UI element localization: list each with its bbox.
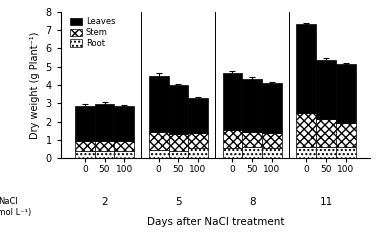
Bar xyxy=(168,151,188,158)
Bar xyxy=(296,113,316,147)
Bar xyxy=(94,104,114,141)
Text: 5: 5 xyxy=(175,197,182,207)
Bar xyxy=(188,133,208,148)
Bar xyxy=(262,83,282,133)
Bar xyxy=(75,151,94,158)
Bar xyxy=(262,148,282,158)
Bar xyxy=(336,147,355,158)
Bar xyxy=(336,64,355,123)
Text: NaCl
(mmol L⁻¹): NaCl (mmol L⁻¹) xyxy=(0,197,31,217)
Bar xyxy=(94,151,114,158)
Bar xyxy=(223,130,242,148)
Bar xyxy=(94,141,114,151)
Bar xyxy=(296,147,316,158)
Bar xyxy=(114,141,134,151)
Y-axis label: Dry weight (g Plant⁻¹): Dry weight (g Plant⁻¹) xyxy=(30,31,40,139)
Text: 11: 11 xyxy=(319,197,333,207)
Bar xyxy=(296,24,316,113)
Bar xyxy=(316,119,336,147)
Bar xyxy=(168,134,188,151)
Bar xyxy=(75,106,94,141)
Bar xyxy=(223,72,242,130)
Text: Days after NaCl treatment: Days after NaCl treatment xyxy=(147,217,284,227)
Text: 2: 2 xyxy=(101,197,108,207)
Bar xyxy=(242,79,262,132)
Bar xyxy=(114,151,134,158)
Bar xyxy=(188,148,208,158)
Bar xyxy=(242,147,262,158)
Bar xyxy=(149,132,168,150)
Bar xyxy=(75,141,94,151)
Bar xyxy=(223,148,242,158)
Bar xyxy=(114,106,134,141)
Bar xyxy=(262,133,282,148)
Bar xyxy=(316,60,336,119)
Bar xyxy=(188,98,208,133)
Bar xyxy=(149,150,168,158)
Bar xyxy=(168,86,188,134)
Legend: Leaves, Stem, Root: Leaves, Stem, Root xyxy=(68,16,117,49)
Bar xyxy=(242,132,262,147)
Bar xyxy=(316,147,336,158)
Bar xyxy=(336,123,355,147)
Bar xyxy=(149,76,168,132)
Text: 8: 8 xyxy=(249,197,256,207)
